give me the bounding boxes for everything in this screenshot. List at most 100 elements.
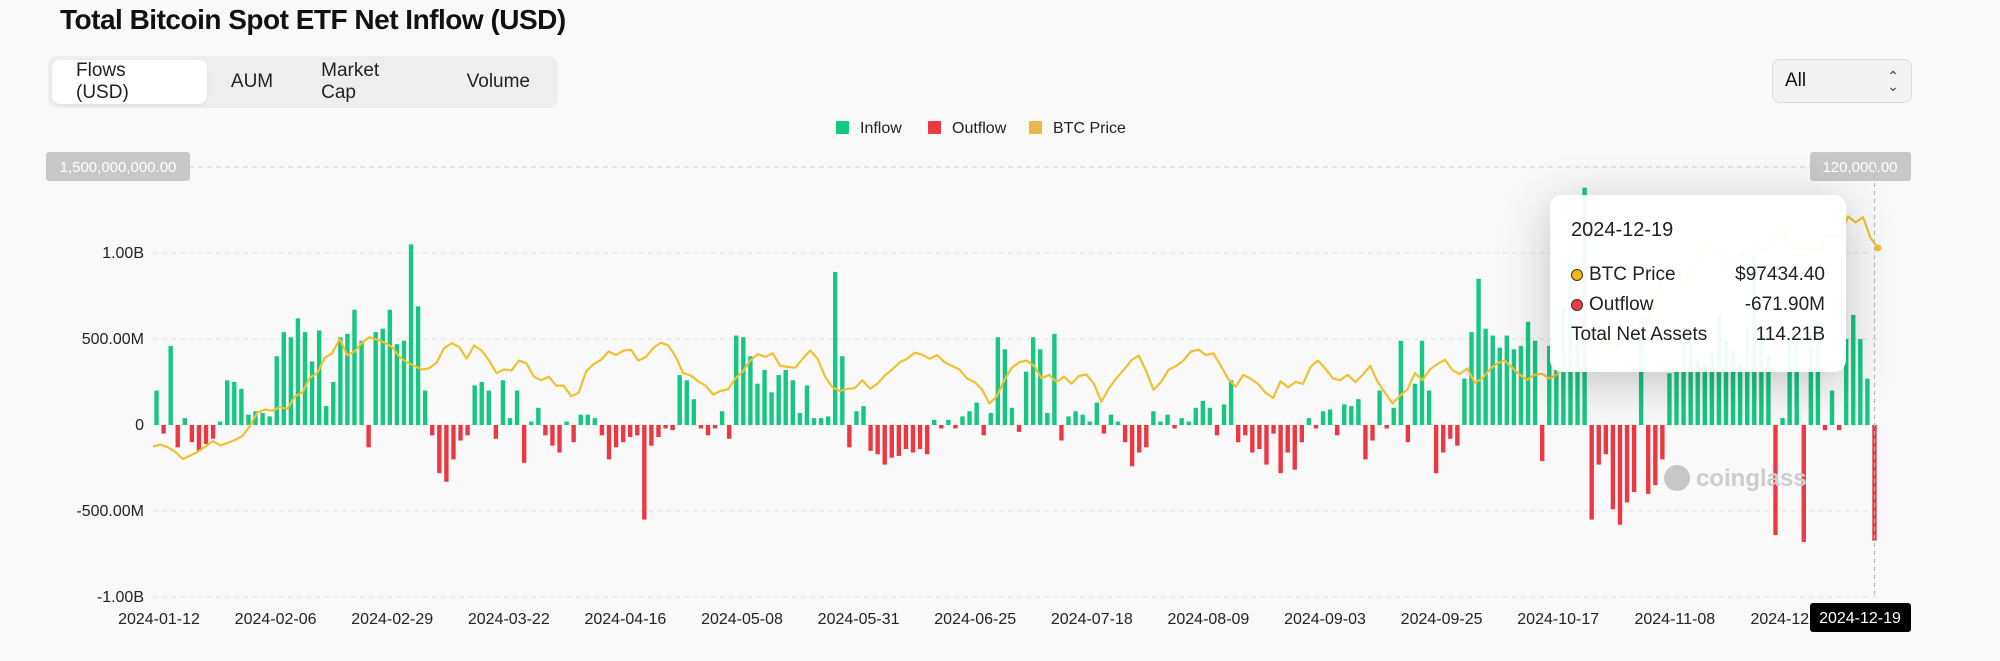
tab-market-cap[interactable]: Market Cap <box>321 60 380 103</box>
outflow-bar <box>1822 425 1828 431</box>
legend-outflow: Outflow <box>928 120 1007 137</box>
x-tick-label: 2024-05-31 <box>818 611 900 628</box>
outflow-bar <box>465 425 470 436</box>
inflow-bar <box>1391 407 1396 425</box>
inflow-bar <box>818 418 824 425</box>
outflow-bar <box>628 425 633 438</box>
outflow-bar <box>1773 425 1778 536</box>
inflow-bar <box>1349 406 1354 425</box>
outflow-bar <box>847 425 852 448</box>
tooltip-date: 2024-12-19 <box>1571 219 1674 241</box>
inflow-bar <box>1667 373 1672 425</box>
y-left-top-pill <box>46 152 190 181</box>
x-tick-label: 2024-03-22 <box>468 611 550 628</box>
inflow-bar <box>1808 345 1814 425</box>
x-tick-label: 2024-10-17 <box>1517 611 1599 628</box>
y-right-top-pill <box>1810 152 1911 181</box>
inflow-bar <box>1066 416 1071 425</box>
outflow-bar <box>656 425 661 438</box>
inflow-bar <box>1681 344 1686 425</box>
tooltip-btc-label: BTC Price <box>1589 264 1676 285</box>
inflow-bar <box>1228 380 1234 425</box>
inflow-bar <box>1179 418 1184 425</box>
outflow-bar <box>1646 425 1651 494</box>
inflow-bar <box>1151 411 1156 425</box>
inflow-bar <box>1730 349 1736 425</box>
inflow-bar <box>1030 337 1036 425</box>
outflow-bar <box>1455 425 1460 446</box>
outflow-bar <box>649 425 654 446</box>
tab-aum[interactable]: AUM <box>230 71 274 92</box>
inflow-bar <box>274 356 279 425</box>
inflow-bar <box>316 330 322 425</box>
inflow-bar <box>825 416 831 425</box>
tab-volume[interactable]: Volume <box>466 71 530 92</box>
outflow-bar <box>1129 425 1135 467</box>
inflow-bar <box>1766 356 1771 425</box>
inflow-bar <box>1045 412 1050 425</box>
outflow-bar <box>437 425 442 474</box>
inflow-bar <box>684 380 689 425</box>
legend-inflow-swatch <box>836 121 849 134</box>
inflow-bar <box>1221 404 1227 425</box>
x-tick-label: 2024-06-25 <box>934 611 1016 628</box>
tooltip-outflow-label: Outflow <box>1589 294 1654 315</box>
inflow-bar <box>988 412 993 425</box>
inflow-bar <box>1398 340 1403 425</box>
outflow-bar <box>896 425 902 456</box>
tooltip-row-assets: Total Net Assets 114.21B <box>1571 320 1825 350</box>
inflow-bar <box>1356 399 1361 425</box>
x-tick-label: 2024-08-09 <box>1167 611 1249 628</box>
inflow-bar <box>769 392 774 425</box>
x-tick-label: 2024-09-25 <box>1401 611 1483 628</box>
outflow-bar <box>1589 425 1594 520</box>
tooltip-row-outflow: Outflow -671.90M <box>1571 290 1825 320</box>
y-tick-label: 1.00B <box>102 245 144 262</box>
inflow-bar <box>408 244 414 425</box>
inflow-bar <box>1745 326 1750 425</box>
outflow-bar <box>599 425 605 436</box>
outflow-bar <box>1172 425 1177 429</box>
outflow-bar <box>903 425 909 450</box>
inflow-bar <box>1851 314 1856 425</box>
inflow-bar <box>281 332 286 425</box>
inflow-bar <box>585 414 590 425</box>
inflow-bar <box>592 418 598 425</box>
outflow-bar <box>1214 425 1220 436</box>
legend-btc-price: BTC Price <box>1029 120 1126 137</box>
inflow-bar <box>960 416 965 425</box>
inflow-bar <box>260 412 265 425</box>
inflow-bar <box>182 418 188 425</box>
inflow-bar <box>1723 340 1729 425</box>
range-select[interactable]: All ⌃ ⌄ <box>1772 59 1912 103</box>
legend-btc-price-label: BTC Price <box>1053 120 1126 137</box>
outflow-bar <box>210 425 216 439</box>
inflow-bar <box>1575 344 1580 425</box>
outflow-bar <box>1285 425 1290 453</box>
inflow-bar <box>755 383 760 425</box>
outflow-bar <box>1610 425 1616 510</box>
inflow-bar <box>1547 345 1552 425</box>
outflow-bar <box>571 425 576 443</box>
outflow-bar <box>543 425 548 436</box>
inflow-bar <box>239 388 244 425</box>
inflow-bar <box>1002 349 1008 425</box>
inflow-bar <box>797 412 803 425</box>
inflow-bar <box>1737 364 1743 425</box>
inflow-bar <box>507 418 513 425</box>
tab-flows[interactable]: Flows (USD) <box>52 60 207 104</box>
outflow-bar <box>1264 425 1269 465</box>
outflow-bar <box>882 425 887 465</box>
watermark-logo-icon <box>1664 465 1690 491</box>
inflow-bar <box>783 369 788 425</box>
inflow-bar <box>225 380 230 425</box>
outflow-bar <box>458 425 463 441</box>
outflow-bar <box>613 425 619 448</box>
watermark-text: coinglass <box>1696 465 1807 492</box>
y-tick-label: 500.00M <box>82 331 144 348</box>
inflow-bar <box>1554 369 1559 425</box>
x-tick-label: 2024-02-29 <box>351 611 433 628</box>
inflow-bar <box>1412 383 1418 425</box>
outflow-bar <box>175 425 180 448</box>
inflow-bar <box>338 337 343 425</box>
